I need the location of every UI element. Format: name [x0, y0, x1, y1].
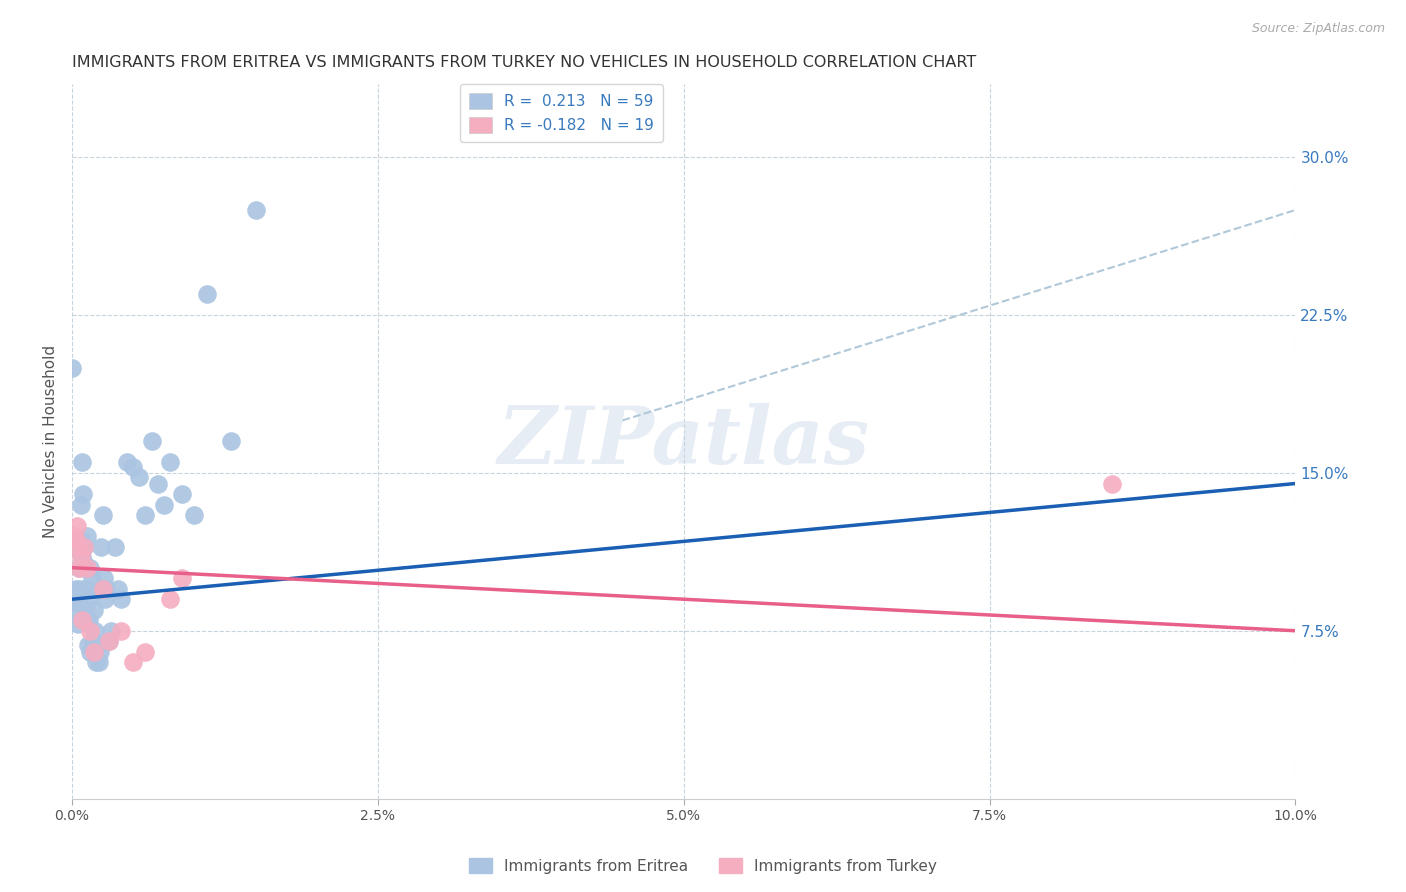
Point: [96, 582, 118, 596]
Point: [87, 656, 110, 670]
Point: [134, 645, 156, 659]
Point: [60, 360, 83, 375]
Legend: R =  0.213   N = 59, R = -0.182   N = 19: R = 0.213 N = 59, R = -0.182 N = 19: [460, 84, 664, 142]
Point: [70, 550, 93, 565]
Point: [75, 560, 97, 574]
Point: [159, 455, 181, 469]
Point: [79, 624, 101, 638]
Point: [76, 529, 98, 543]
Point: [75, 603, 97, 617]
Point: [70, 455, 93, 469]
Point: [91, 508, 114, 522]
Point: [100, 624, 122, 638]
Point: [152, 498, 174, 512]
Point: [77, 613, 100, 627]
Point: [134, 508, 156, 522]
Point: [67, 582, 90, 596]
Point: [67, 596, 90, 610]
Point: [122, 459, 145, 474]
Text: ZIPatlas: ZIPatlas: [498, 402, 870, 480]
Point: [69, 498, 91, 512]
Point: [70, 613, 93, 627]
Point: [89, 645, 111, 659]
Point: [91, 582, 114, 596]
Y-axis label: No Vehicles in Household: No Vehicles in Household: [44, 345, 58, 538]
Point: [72, 487, 94, 501]
Point: [104, 540, 127, 554]
Text: Source: ZipAtlas.com: Source: ZipAtlas.com: [1251, 22, 1385, 36]
Point: [73, 540, 96, 554]
Point: [110, 624, 132, 638]
Point: [77, 592, 100, 607]
Point: [69, 533, 91, 548]
Point: [195, 287, 218, 301]
Point: [67, 560, 90, 574]
Point: [86, 639, 108, 653]
Point: [77, 582, 100, 596]
Point: [83, 603, 105, 617]
Point: [115, 455, 138, 469]
Point: [128, 470, 150, 484]
Point: [146, 476, 169, 491]
Point: [66, 588, 89, 602]
Point: [183, 508, 205, 522]
Point: [77, 639, 100, 653]
Point: [86, 656, 108, 670]
Point: [69, 550, 91, 565]
Point: [219, 434, 242, 449]
Point: [97, 634, 120, 648]
Point: [65, 533, 87, 548]
Point: [66, 518, 89, 533]
Point: [1101, 476, 1123, 491]
Text: IMMIGRANTS FROM ERITREA VS IMMIGRANTS FROM TURKEY NO VEHICLES IN HOUSEHOLD CORRE: IMMIGRANTS FROM ERITREA VS IMMIGRANTS FR…: [72, 55, 976, 70]
Point: [90, 540, 112, 554]
Point: [73, 540, 96, 554]
Point: [159, 592, 181, 607]
Point: [65, 582, 87, 596]
Point: [76, 560, 98, 574]
Legend: Immigrants from Eritrea, Immigrants from Turkey: Immigrants from Eritrea, Immigrants from…: [463, 852, 943, 880]
Point: [110, 592, 132, 607]
Point: [93, 571, 115, 585]
Point: [67, 540, 90, 554]
Point: [141, 434, 163, 449]
Point: [83, 645, 105, 659]
Point: [172, 571, 194, 585]
Point: [80, 571, 103, 585]
Point: [72, 554, 94, 568]
Point: [122, 656, 145, 670]
Point: [62, 540, 84, 554]
Point: [97, 634, 120, 648]
Point: [107, 582, 129, 596]
Point: [82, 634, 104, 648]
Point: [94, 592, 117, 607]
Point: [172, 487, 194, 501]
Point: [63, 529, 86, 543]
Point: [67, 617, 90, 632]
Point: [79, 560, 101, 574]
Point: [73, 582, 96, 596]
Point: [84, 624, 107, 638]
Point: [66, 603, 89, 617]
Point: [76, 613, 98, 627]
Point: [245, 202, 267, 217]
Point: [79, 645, 101, 659]
Point: [63, 592, 86, 607]
Point: [67, 560, 90, 574]
